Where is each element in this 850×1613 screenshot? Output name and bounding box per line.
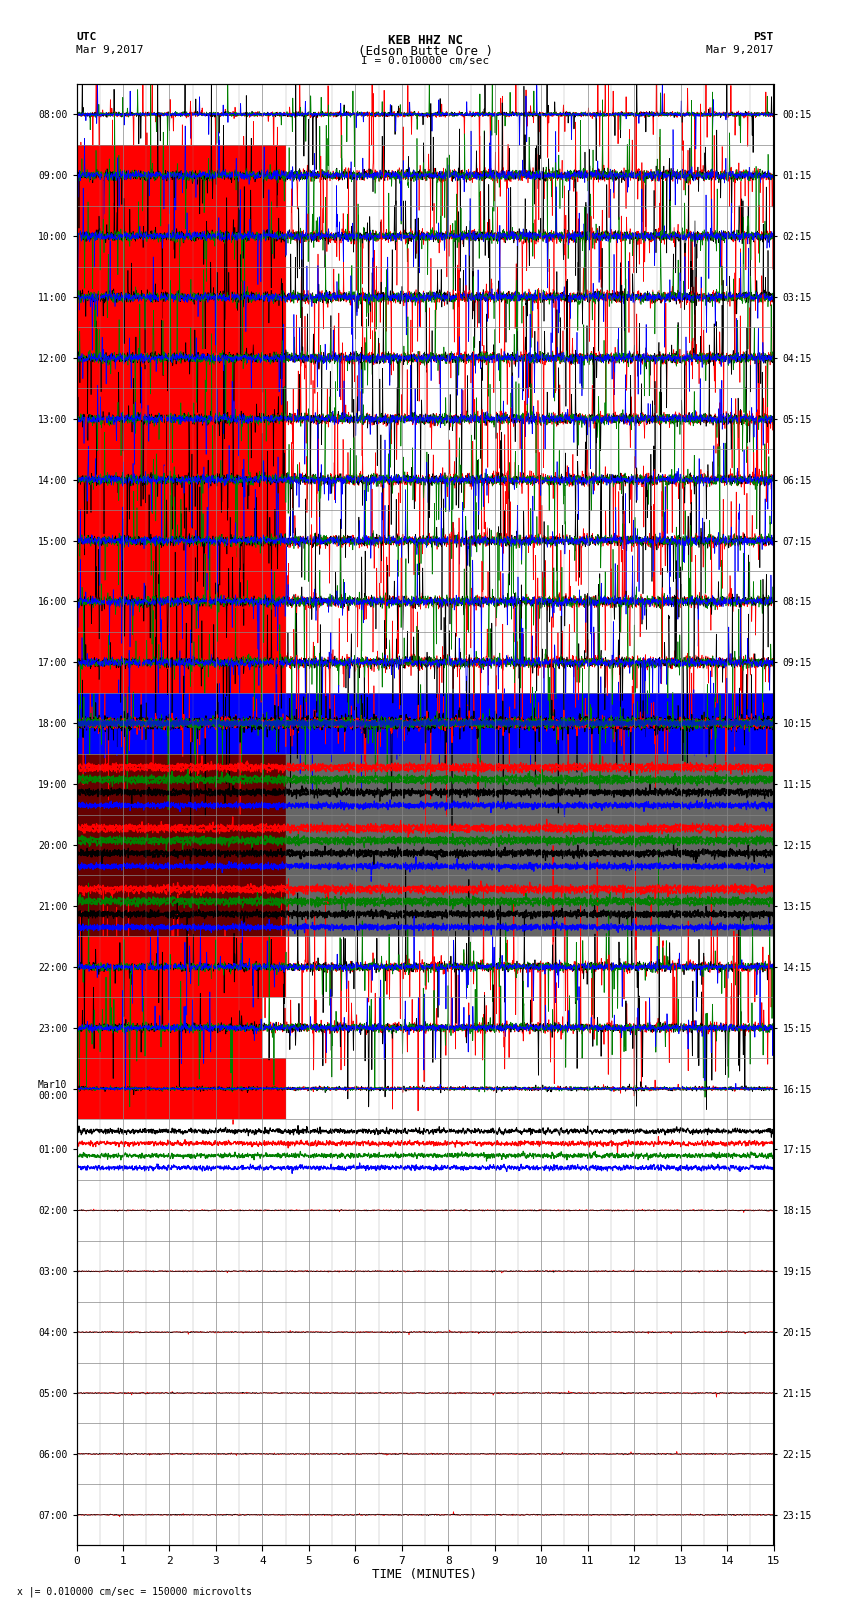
Bar [76, 327, 286, 389]
Bar [76, 997, 263, 1058]
Bar [76, 266, 286, 327]
Bar [76, 510, 286, 571]
Bar [76, 571, 286, 632]
Bar [76, 1058, 286, 1119]
Text: Mar 9,2017: Mar 9,2017 [706, 45, 774, 55]
Bar [76, 936, 286, 997]
Text: I = 0.010000 cm/sec: I = 0.010000 cm/sec [361, 56, 489, 66]
Bar [76, 145, 286, 206]
Bar [76, 448, 286, 510]
Bar [76, 632, 286, 694]
Bar [76, 815, 286, 876]
Bar [76, 694, 774, 753]
Bar [76, 753, 774, 815]
Text: KEB HHZ NC: KEB HHZ NC [388, 34, 462, 47]
Text: PST: PST [753, 32, 774, 42]
Text: UTC: UTC [76, 32, 97, 42]
Bar [76, 206, 286, 266]
Text: x |= 0.010000 cm/sec = 150000 microvolts: x |= 0.010000 cm/sec = 150000 microvolts [17, 1586, 252, 1597]
Bar [76, 815, 774, 876]
Text: (Edson Butte Ore ): (Edson Butte Ore ) [358, 45, 492, 58]
Text: Mar 9,2017: Mar 9,2017 [76, 45, 144, 55]
Bar [76, 753, 286, 815]
Bar [76, 876, 286, 936]
X-axis label: TIME (MINUTES): TIME (MINUTES) [372, 1568, 478, 1581]
Bar [76, 876, 774, 936]
Bar [76, 694, 286, 753]
Bar [76, 389, 286, 448]
